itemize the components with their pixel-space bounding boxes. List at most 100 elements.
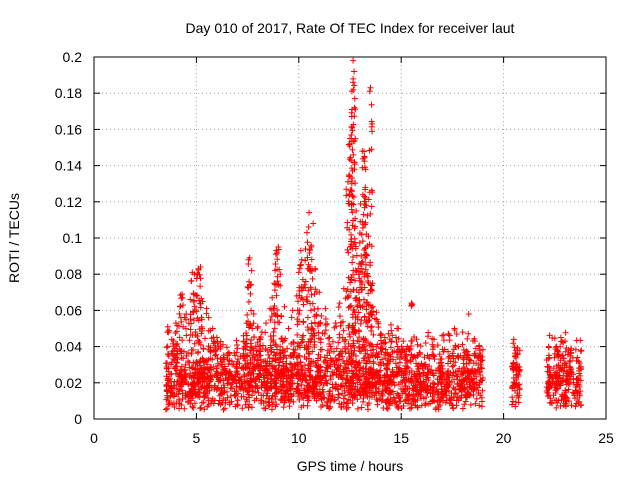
data-point <box>346 331 353 338</box>
data-point <box>360 221 367 228</box>
data-point <box>224 394 231 401</box>
data-point <box>178 295 185 302</box>
data-point <box>191 271 198 278</box>
data-point <box>244 343 251 350</box>
data-point <box>454 353 461 360</box>
data-point <box>348 274 355 281</box>
data-point <box>318 346 325 353</box>
data-point <box>352 215 359 222</box>
data-point <box>375 350 382 357</box>
data-point <box>316 320 323 327</box>
data-point <box>332 385 339 392</box>
data-point <box>362 186 369 193</box>
data-point <box>194 271 201 278</box>
data-point <box>195 393 202 400</box>
data-point <box>340 358 347 365</box>
data-point <box>276 266 283 273</box>
data-point <box>400 338 407 345</box>
data-point <box>424 352 431 359</box>
data-point <box>397 398 404 405</box>
data-point <box>274 278 281 285</box>
data-point <box>345 141 352 148</box>
data-point <box>578 347 585 354</box>
data-point <box>386 387 393 394</box>
data-point <box>269 294 276 301</box>
data-point <box>171 345 178 352</box>
data-point <box>367 262 374 269</box>
data-point <box>439 393 446 400</box>
data-point <box>279 358 286 365</box>
data-point <box>553 372 560 379</box>
data-point <box>309 267 316 274</box>
data-point <box>559 352 566 359</box>
data-point <box>454 373 461 380</box>
data-point <box>242 401 249 408</box>
data-point <box>466 352 473 359</box>
data-point <box>358 372 365 379</box>
data-point <box>367 387 374 394</box>
data-point <box>324 380 331 387</box>
data-point <box>361 284 368 291</box>
data-point <box>281 394 288 401</box>
data-point <box>191 340 198 347</box>
data-point <box>422 339 429 346</box>
data-point <box>265 386 272 393</box>
data-point <box>364 278 371 285</box>
data-point <box>299 338 306 345</box>
data-point <box>451 394 458 401</box>
data-point <box>200 346 207 353</box>
data-point <box>224 376 231 383</box>
data-point <box>323 357 330 364</box>
data-point <box>509 364 516 371</box>
data-point <box>366 88 373 95</box>
data-point <box>306 209 313 216</box>
data-point <box>510 336 517 343</box>
data-point <box>178 354 185 361</box>
data-point <box>350 393 357 400</box>
data-point <box>214 360 221 367</box>
data-point <box>478 403 485 410</box>
data-point <box>300 373 307 380</box>
data-point <box>318 379 325 386</box>
data-point <box>281 383 288 390</box>
data-point <box>240 373 247 380</box>
data-point <box>187 326 194 333</box>
data-point <box>343 192 350 199</box>
data-point <box>278 313 285 320</box>
data-point <box>387 353 394 360</box>
data-point <box>198 330 205 337</box>
data-point <box>179 379 186 386</box>
data-point <box>303 377 310 384</box>
data-point <box>267 372 274 379</box>
data-point <box>311 385 318 392</box>
data-point <box>406 391 413 398</box>
data-point <box>366 241 373 248</box>
data-point <box>572 346 579 353</box>
data-point <box>402 383 409 390</box>
data-point <box>464 372 471 379</box>
data-point <box>352 330 359 337</box>
data-point <box>165 368 172 375</box>
data-point <box>311 376 318 383</box>
data-point <box>219 364 226 371</box>
data-point <box>263 320 270 327</box>
data-point <box>246 369 253 376</box>
data-point <box>410 393 417 400</box>
data-point <box>287 380 294 387</box>
data-point <box>412 354 419 361</box>
data-point <box>351 392 358 399</box>
data-point <box>466 376 473 383</box>
data-point <box>361 303 368 310</box>
data-point <box>514 383 521 390</box>
data-point <box>568 402 575 409</box>
data-point <box>340 327 347 334</box>
data-point <box>219 400 226 407</box>
data-point <box>202 335 209 342</box>
data-point <box>364 384 371 391</box>
data-point <box>301 387 308 394</box>
data-point <box>393 364 400 371</box>
data-point <box>220 341 227 348</box>
data-point <box>257 397 264 404</box>
data-point <box>264 387 271 394</box>
data-point <box>250 376 257 383</box>
